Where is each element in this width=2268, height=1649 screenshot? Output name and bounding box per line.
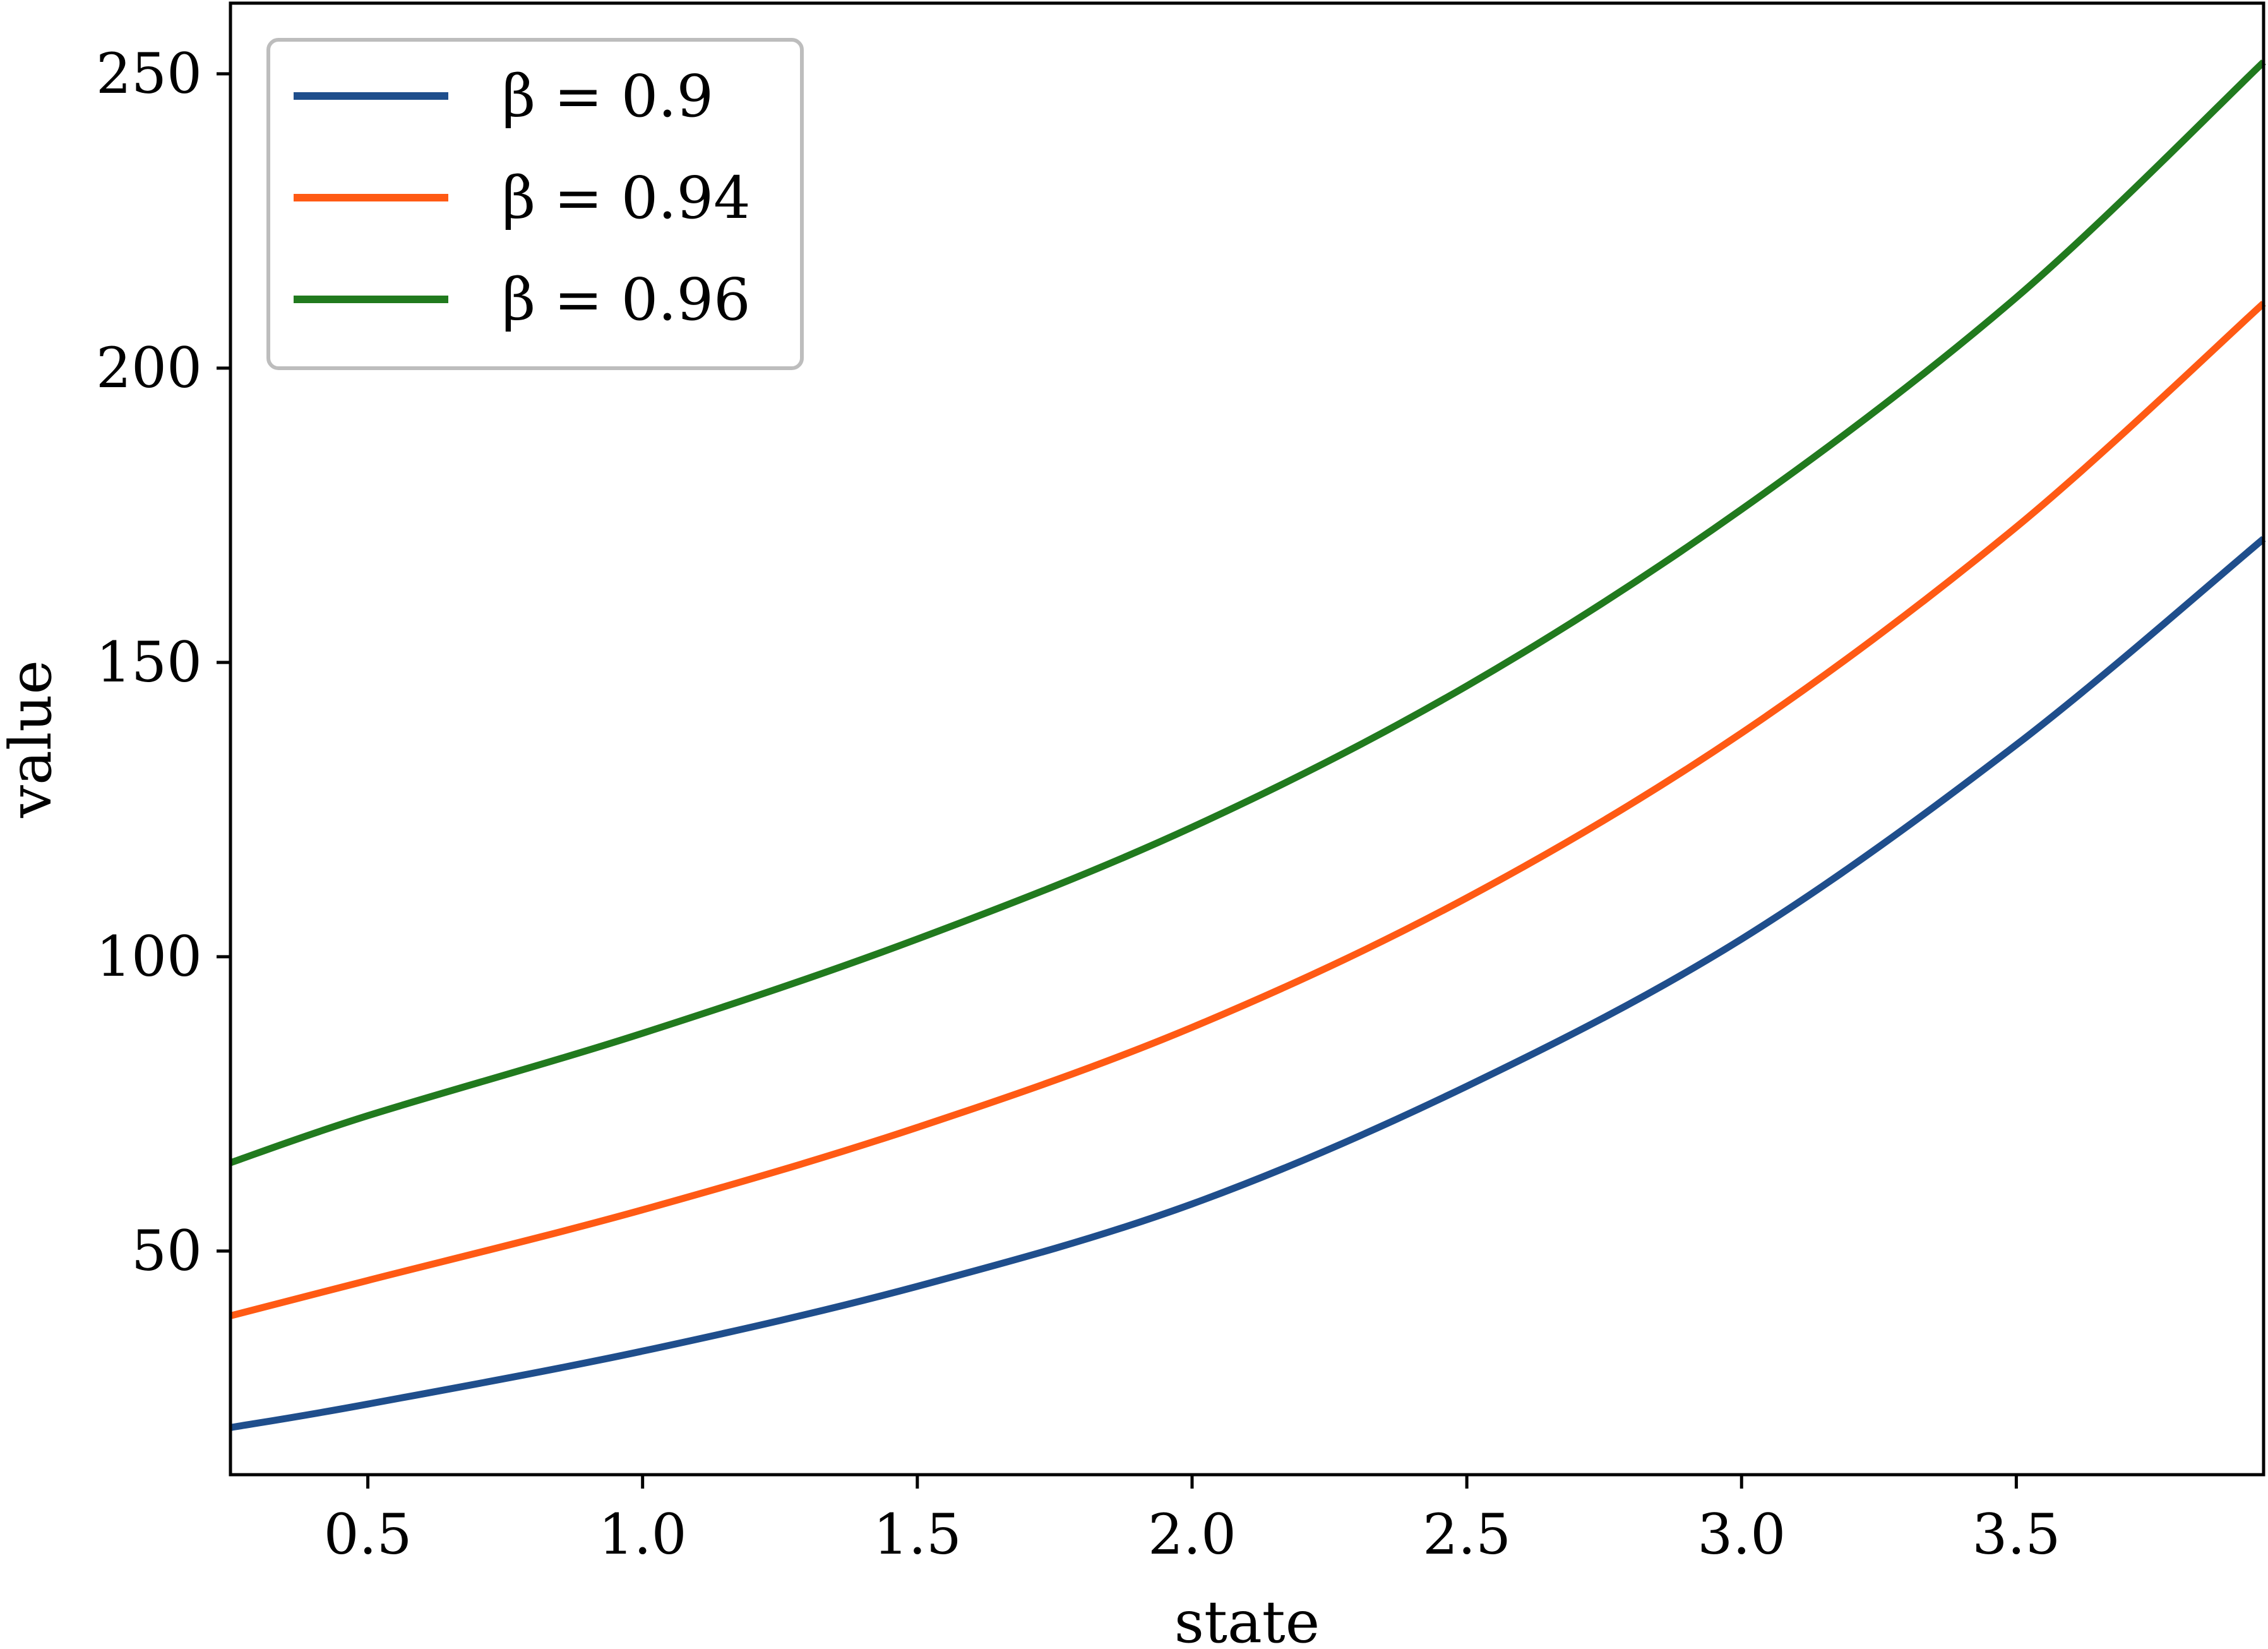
x-tick-label: 0.5: [324, 1502, 412, 1567]
y-tick-label: 250: [96, 41, 202, 106]
x-tick-label: 2.0: [1148, 1502, 1236, 1567]
x-tick-label: 2.5: [1423, 1502, 1511, 1567]
series-line-2: [229, 59, 2266, 1166]
y-axis-label: value: [0, 660, 64, 819]
legend-entry-beta-0-96: β = 0.96: [502, 266, 751, 333]
y-tick-label: 150: [96, 630, 202, 695]
y-tick-label: 50: [131, 1218, 202, 1283]
legend-box: [266, 38, 804, 370]
series-line-0: [230, 536, 2266, 1431]
x-axis-ticks: 0.5 1.0 1.5 2.0 2.5 3.0 3.5: [324, 1475, 2060, 1567]
series-line-1: [229, 301, 2266, 1319]
x-axis-label: state: [1174, 1588, 1320, 1649]
legend: β = 0.9 β = 0.94 β = 0.96: [266, 38, 804, 370]
y-axis-ticks: 50 100 150 200 250: [96, 41, 230, 1283]
y-tick-label: 100: [96, 924, 202, 989]
x-tick-label: 3.5: [1972, 1502, 2060, 1567]
legend-entry-beta-0-9: β = 0.9: [502, 63, 713, 130]
series-layer: [229, 59, 2266, 1431]
y-tick-label: 200: [96, 335, 202, 400]
plot-frame: [229, 1, 2265, 1477]
x-tick-label: 3.0: [1697, 1502, 1786, 1567]
x-tick-label: 1.0: [599, 1502, 687, 1567]
legend-entry-beta-0-94: β = 0.94: [502, 164, 751, 232]
x-tick-label: 1.5: [873, 1502, 962, 1567]
